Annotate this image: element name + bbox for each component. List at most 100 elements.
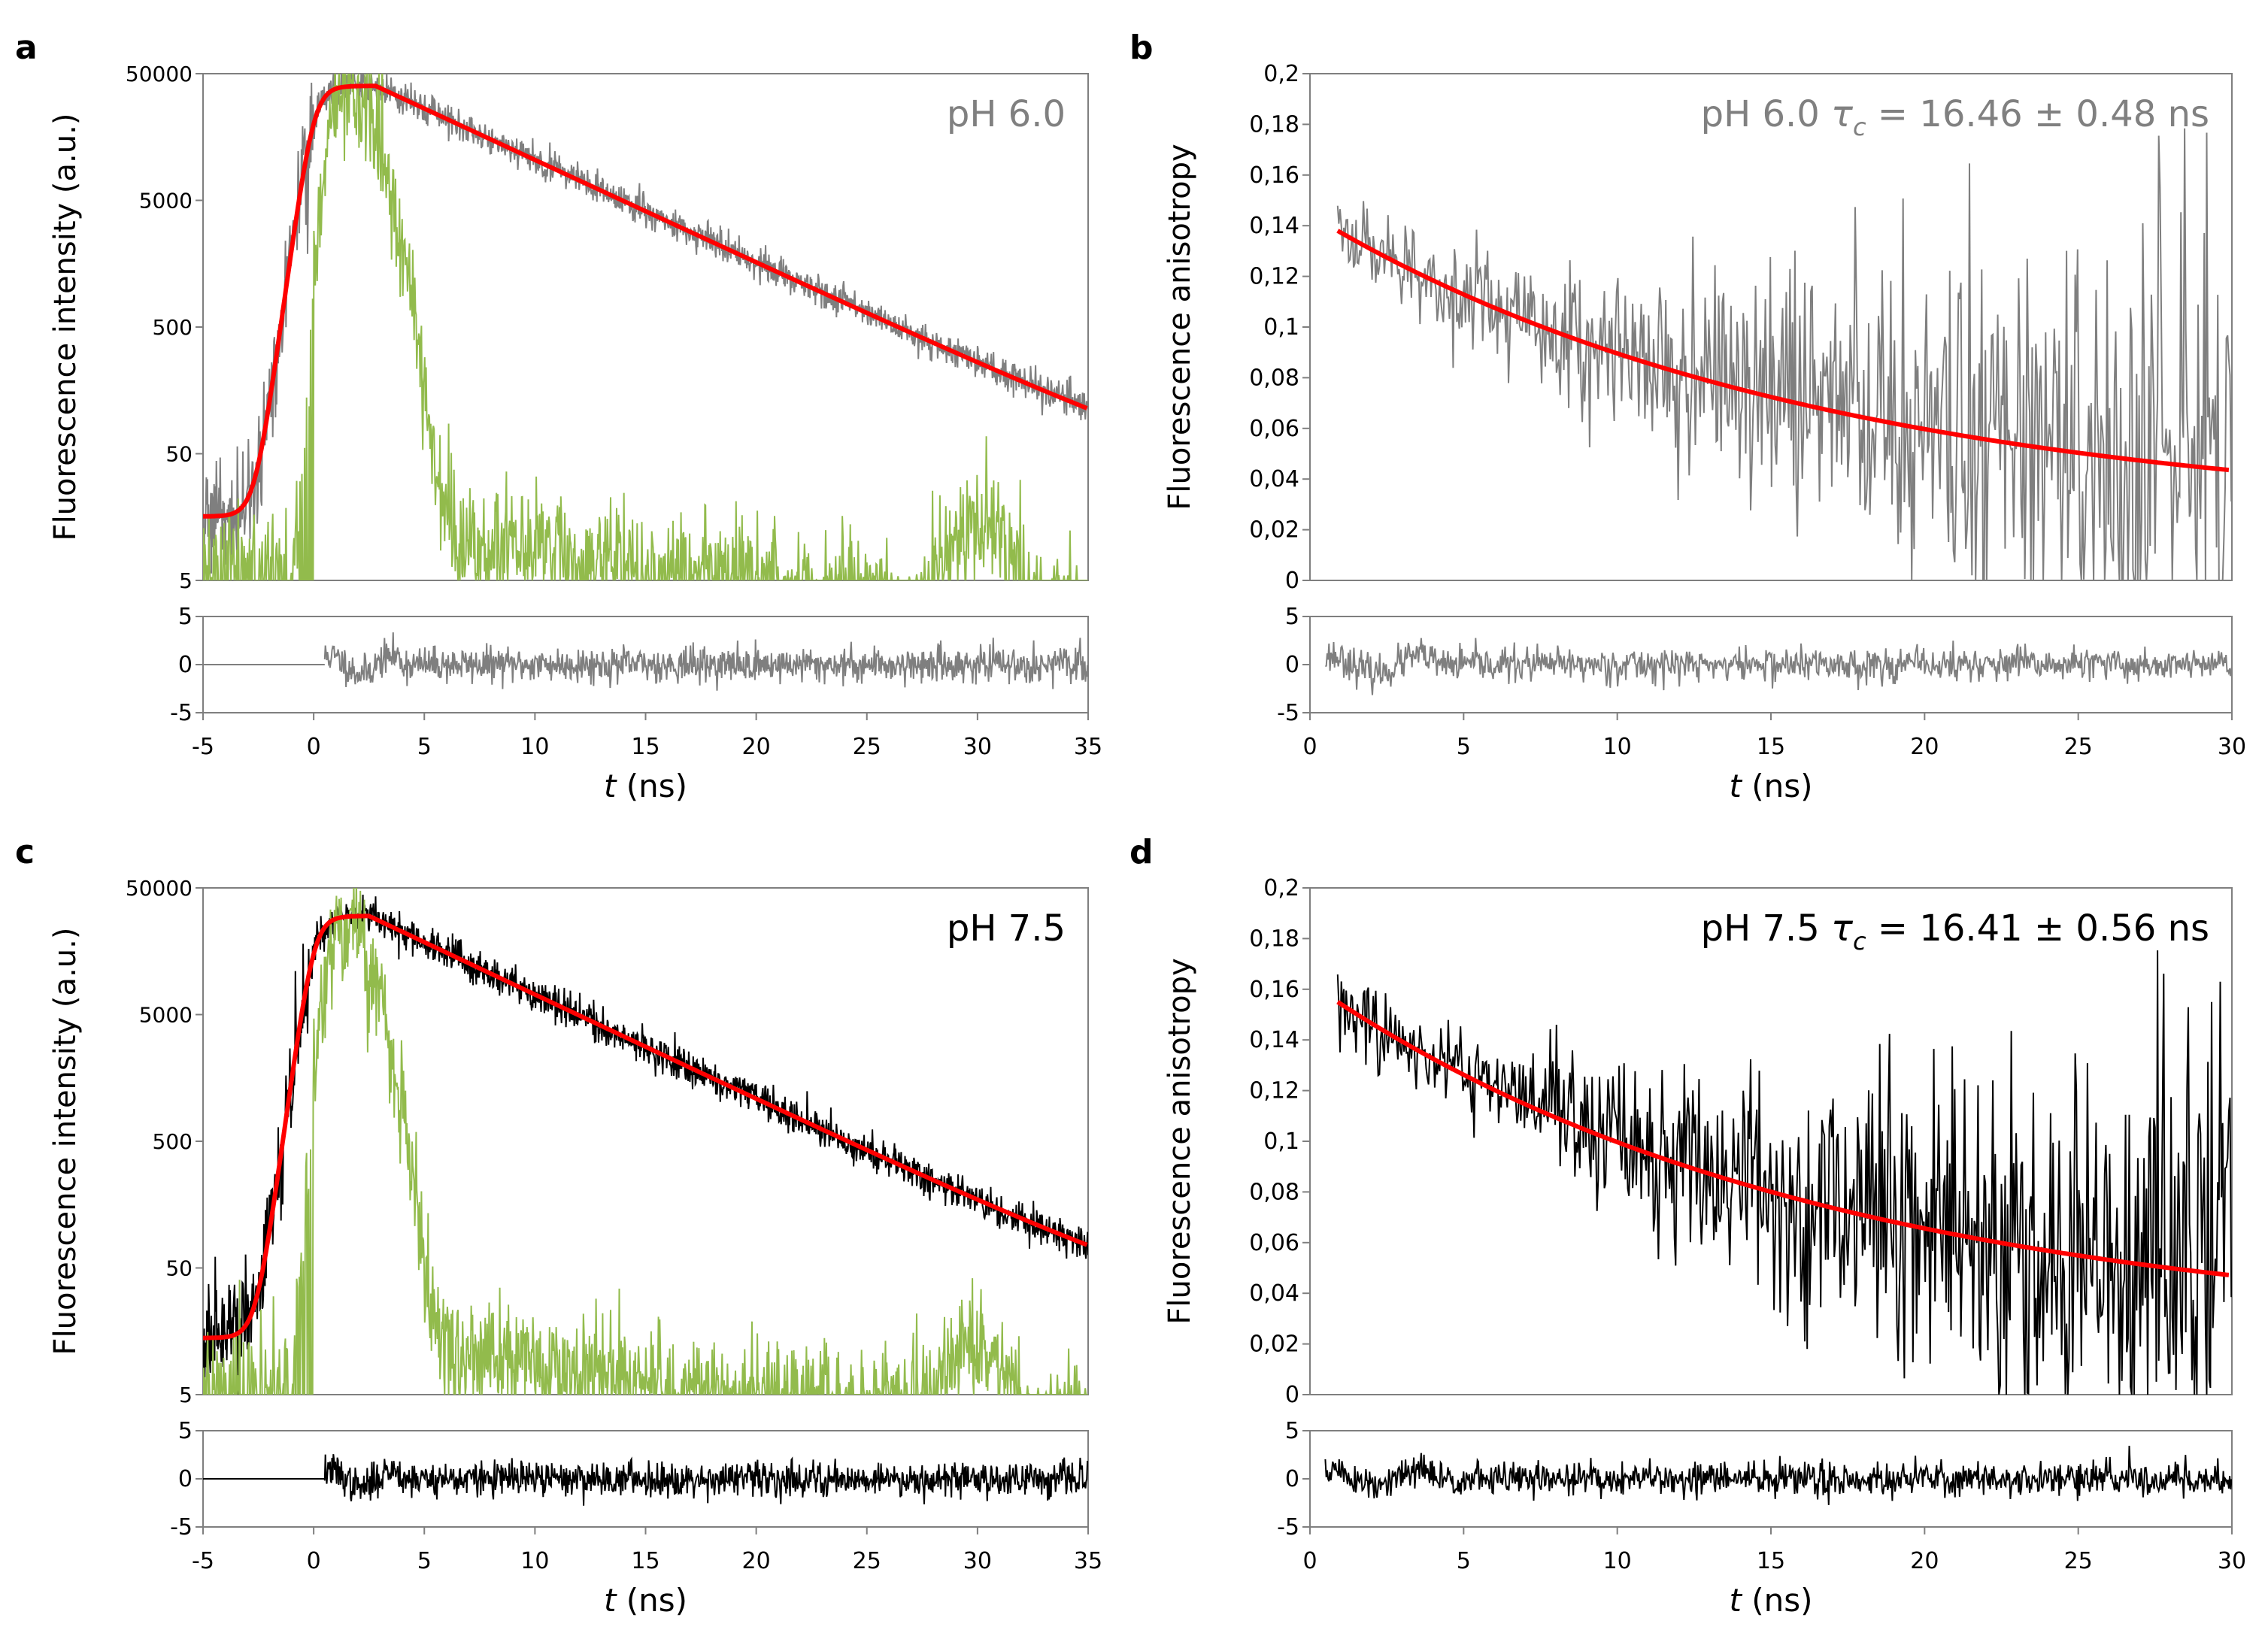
y-tick-label: 0,1 [1263,1128,1299,1155]
residual-y-tick-label: -5 [170,1514,193,1540]
x-tick-label: 25 [2064,1548,2093,1574]
annotation: pH 7.5 τc = 16.41 ± 0.56 ns [1701,907,2209,956]
y-tick-label: 0,14 [1249,213,1299,239]
x-tick-label: 5 [1457,1548,1471,1574]
x-tick-label: 10 [1603,734,1632,760]
panel-label: c [15,833,35,871]
y-tick-label: 0,02 [1249,517,1299,544]
x-tick-label: 10 [520,734,549,760]
series-irf [203,74,1088,580]
x-tick-label: 0 [307,734,321,760]
y-axis-label: Fluorescence intensity (a.u.) [48,114,83,541]
y-tick-label: 0,2 [1263,61,1299,87]
x-tick-label: 30 [963,1548,992,1574]
x-tick-label: 10 [520,1548,549,1574]
y-tick-label: 0,16 [1249,162,1299,189]
x-tick-label: 30 [963,734,992,760]
y-axis-label: Fluorescence anisotropy [1163,958,1197,1324]
x-axis-label: t (ns) [1729,1582,1812,1619]
y-tick-label: 0 [1285,568,1299,594]
series-residuals [1324,1445,2232,1505]
series-residuals [1324,638,2232,695]
y-tick-label: 0,12 [1249,1078,1299,1104]
residual-y-tick-label: 0 [178,652,193,678]
x-tick-label: 15 [1757,1548,1785,1574]
y-axis-label: Fluorescence anisotropy [1163,144,1197,510]
series-fit [1336,1000,2230,1277]
x-tick-label: 15 [1757,734,1785,760]
y-tick-label: 5 [179,568,193,593]
x-tick-label: -5 [192,1548,214,1574]
y-tick-label: 50000 [126,876,193,901]
x-tick-label: 20 [742,734,771,760]
residual-y-tick-label: 5 [1285,1418,1299,1444]
x-tick-label: 10 [1603,1548,1632,1574]
plot-area [1309,887,2233,1395]
y-tick-label: 0,16 [1249,977,1299,1003]
x-axis-label: t (ns) [1729,768,1812,804]
y-tick-label: 50000 [126,62,193,86]
y-tick-label: 500 [153,1129,193,1154]
y-tick-label: 0,04 [1249,1280,1299,1307]
x-tick-label: 0 [307,1548,321,1574]
series-irf [203,888,1088,1395]
y-tick-label: 5 [179,1383,193,1407]
series-fit [203,913,1088,1340]
series-anisotropy-data [1336,950,2232,1395]
x-tick-label: 0 [1302,734,1317,760]
panel-d: d 0 0,02 0,04 0,06 0,08 0,1 0,12 0,14 0,16 0,18 0,2… [1129,833,2246,1619]
series-fit [203,83,1088,519]
y-tick-label: 0,18 [1249,111,1299,138]
y-tick-label: 0,08 [1249,365,1299,391]
series-decay-data [203,894,1088,1395]
x-tick-label: 5 [417,1548,432,1574]
y-tick-label: 0,06 [1249,1230,1299,1256]
x-tick-label: 15 [631,734,659,760]
x-tick-label: 35 [1074,1548,1102,1574]
x-tick-label: 35 [1074,734,1102,760]
y-tick-label: 0,04 [1249,466,1299,492]
residual-y-tick-label: -5 [1277,1514,1299,1540]
y-tick-label: 0,2 [1263,875,1299,901]
series-residuals [323,1454,1088,1506]
panel-label: a [15,29,38,67]
panel-label: b [1129,29,1154,67]
x-tick-label: 20 [1910,1548,1939,1574]
y-tick-label: 50 [165,442,193,467]
annotation: pH 6.0 [947,93,1066,135]
y-tick-label: 0,1 [1263,314,1299,341]
residual-y-tick-label: 0 [1285,652,1299,678]
residual-y-tick-label: -5 [1277,700,1299,726]
x-tick-label: 5 [1457,734,1471,760]
residual-y-tick-label: 5 [178,604,193,630]
x-tick-label: 25 [853,1548,881,1574]
plot-area [202,887,1089,1395]
y-axis-label: Fluorescence intensity (a.u.) [48,928,83,1356]
x-tick-label: 0 [1302,1548,1317,1574]
y-tick-label: 0,12 [1249,264,1299,290]
x-tick-label: 25 [2064,734,2093,760]
x-tick-label: 5 [417,734,432,760]
annotation: pH 6.0 τc = 16.46 ± 0.48 ns [1701,93,2209,141]
series-anisotropy-data [1336,128,2232,580]
y-tick-label: 0,14 [1249,1027,1299,1053]
series-fit [1336,229,2230,473]
panel-label: d [1129,833,1154,871]
panel-b: b 0 0,02 0,04 0,06 0,08 0,1 0,12 0,14 0,16 0,18 0,2… [1129,29,2246,804]
y-tick-label: 500 [153,315,193,340]
x-axis-label: t (ns) [604,768,687,804]
residual-y-tick-label: 5 [178,1418,193,1444]
y-tick-label: 50 [165,1256,193,1281]
x-tick-label: 30 [2218,734,2246,760]
x-tick-label: 25 [853,734,881,760]
y-tick-label: 0,06 [1249,416,1299,442]
residual-y-tick-label: 5 [1285,604,1299,630]
x-tick-label: 30 [2218,1548,2246,1574]
y-tick-label: 0,02 [1249,1331,1299,1358]
residual-y-tick-label: 0 [1285,1466,1299,1492]
residual-y-tick-label: -5 [170,700,193,726]
x-tick-label: 20 [742,1548,771,1574]
